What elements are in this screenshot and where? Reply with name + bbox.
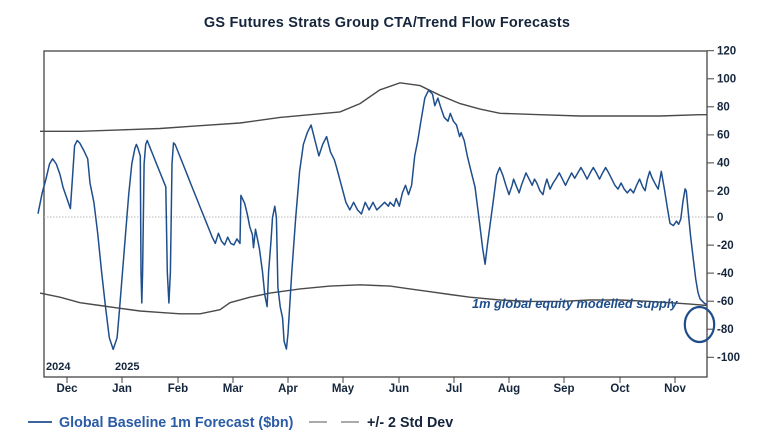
- svg-text:Aug: Aug: [498, 383, 520, 395]
- svg-text:-20: -20: [717, 240, 734, 252]
- svg-text:0: 0: [717, 212, 723, 224]
- svg-text:Mar: Mar: [223, 383, 244, 395]
- svg-text:2025: 2025: [115, 361, 139, 373]
- svg-text:Dec: Dec: [56, 383, 78, 395]
- svg-text:+/- 2 Std Dev: +/- 2 Std Dev: [367, 415, 453, 431]
- svg-text:60: 60: [717, 130, 730, 142]
- svg-text:Oct: Oct: [610, 383, 629, 395]
- svg-text:Apr: Apr: [278, 383, 298, 395]
- svg-text:Jan: Jan: [112, 383, 132, 395]
- svg-text:Jun: Jun: [389, 383, 409, 395]
- svg-text:20: 20: [717, 186, 730, 198]
- svg-text:Sep: Sep: [553, 383, 574, 395]
- svg-text:40: 40: [717, 158, 730, 170]
- svg-text:80: 80: [717, 102, 730, 114]
- svg-text:120: 120: [717, 46, 736, 58]
- svg-text:Global Baseline 1m Forecast ($: Global Baseline 1m Forecast ($bn): [59, 415, 294, 431]
- svg-text:May: May: [332, 383, 355, 395]
- svg-text:-100: -100: [717, 352, 740, 364]
- svg-text:1m global equity modelled supp: 1m global equity modelled supply: [472, 296, 678, 311]
- svg-text:100: 100: [717, 74, 736, 86]
- svg-text:-80: -80: [717, 324, 734, 336]
- svg-text:-40: -40: [717, 268, 734, 280]
- svg-text:Feb: Feb: [168, 383, 188, 395]
- svg-text:Nov: Nov: [664, 383, 686, 395]
- svg-text:Jul: Jul: [446, 383, 463, 395]
- svg-text:-60: -60: [717, 296, 734, 308]
- svg-text:2024: 2024: [46, 361, 71, 373]
